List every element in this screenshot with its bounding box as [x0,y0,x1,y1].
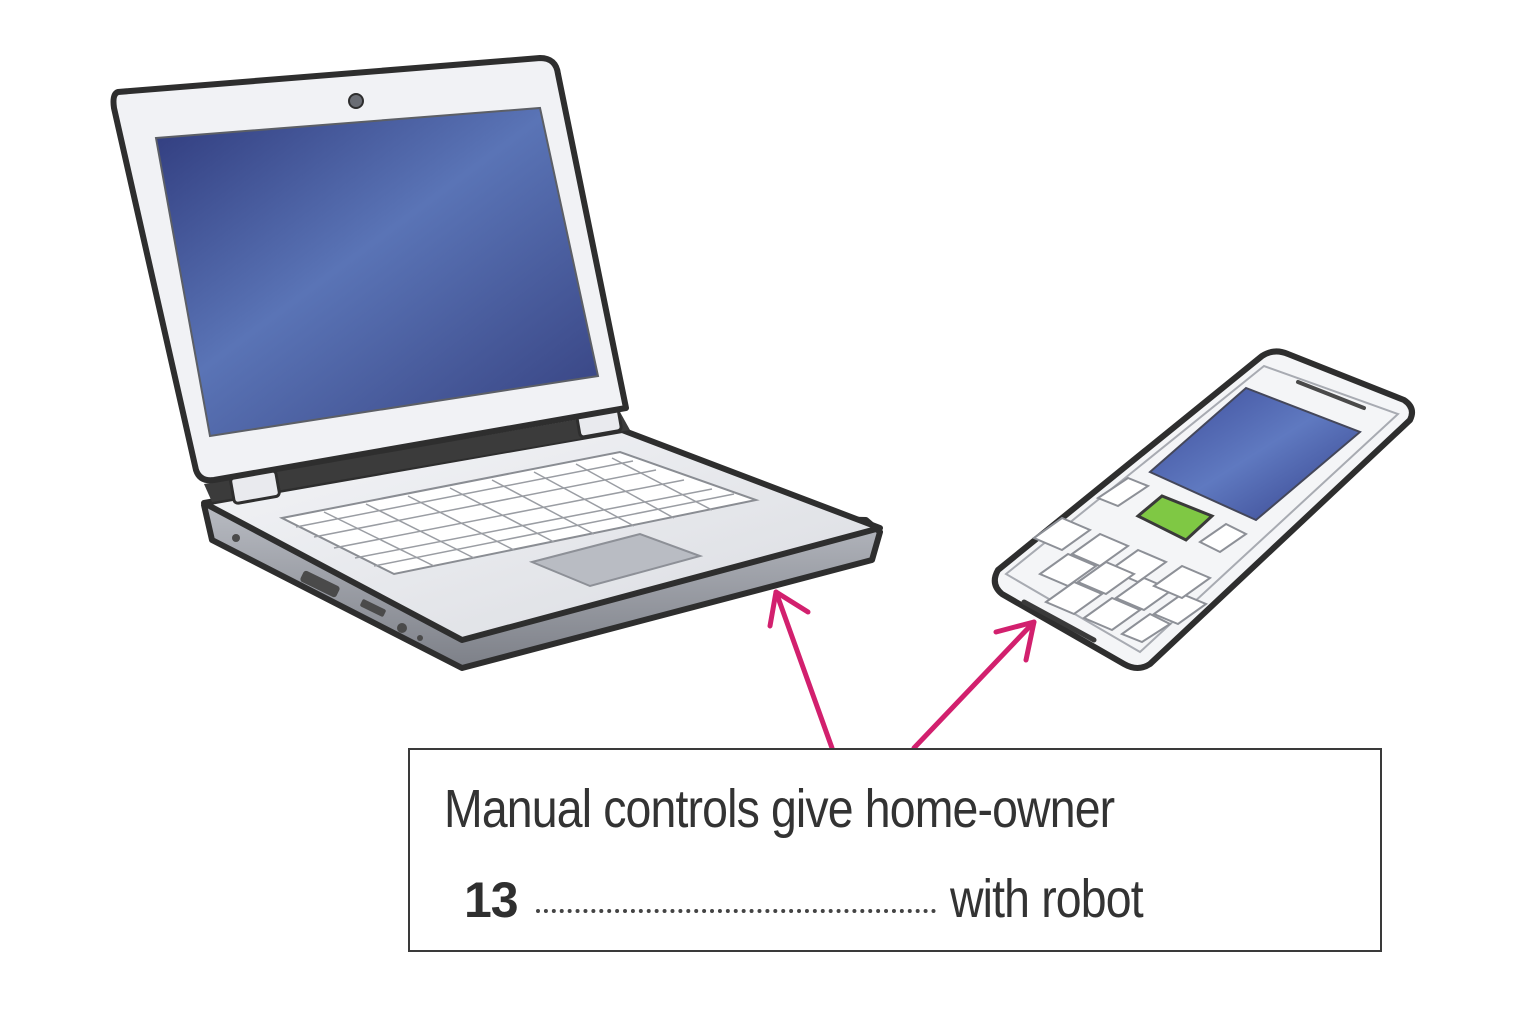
answer-blank[interactable] [535,879,936,913]
laptop-port [397,623,407,633]
phone-nav-key [1135,494,1215,542]
webcam-icon [348,93,364,109]
phone-speaker [1296,380,1366,410]
laptop-port [417,635,423,641]
question-text-line1: Manual controls give home-owner [444,779,1115,839]
question-number: 13 [464,872,519,928]
laptop-keyboard [278,450,760,576]
laptop-touchpad [528,532,704,588]
phone-bottom-port [1021,599,1097,643]
laptop-port [360,599,386,617]
question-box: Manual controls give home-owner 13 with … [408,748,1382,952]
question-text-line2: 13 with robot [464,868,1174,930]
phone-keypad [1031,516,1213,644]
laptop-hinge [204,412,630,502]
laptop-port [232,534,240,542]
laptop-port [300,570,340,598]
arrow-to-phone [911,619,1037,751]
laptop-screen [154,106,600,438]
phone-screen [1148,386,1362,522]
arrow-to-laptop [767,589,835,751]
question-text-end: with robot [949,869,1144,929]
mobile-phone-illustration [991,348,1415,671]
laptop-illustration [110,55,883,671]
